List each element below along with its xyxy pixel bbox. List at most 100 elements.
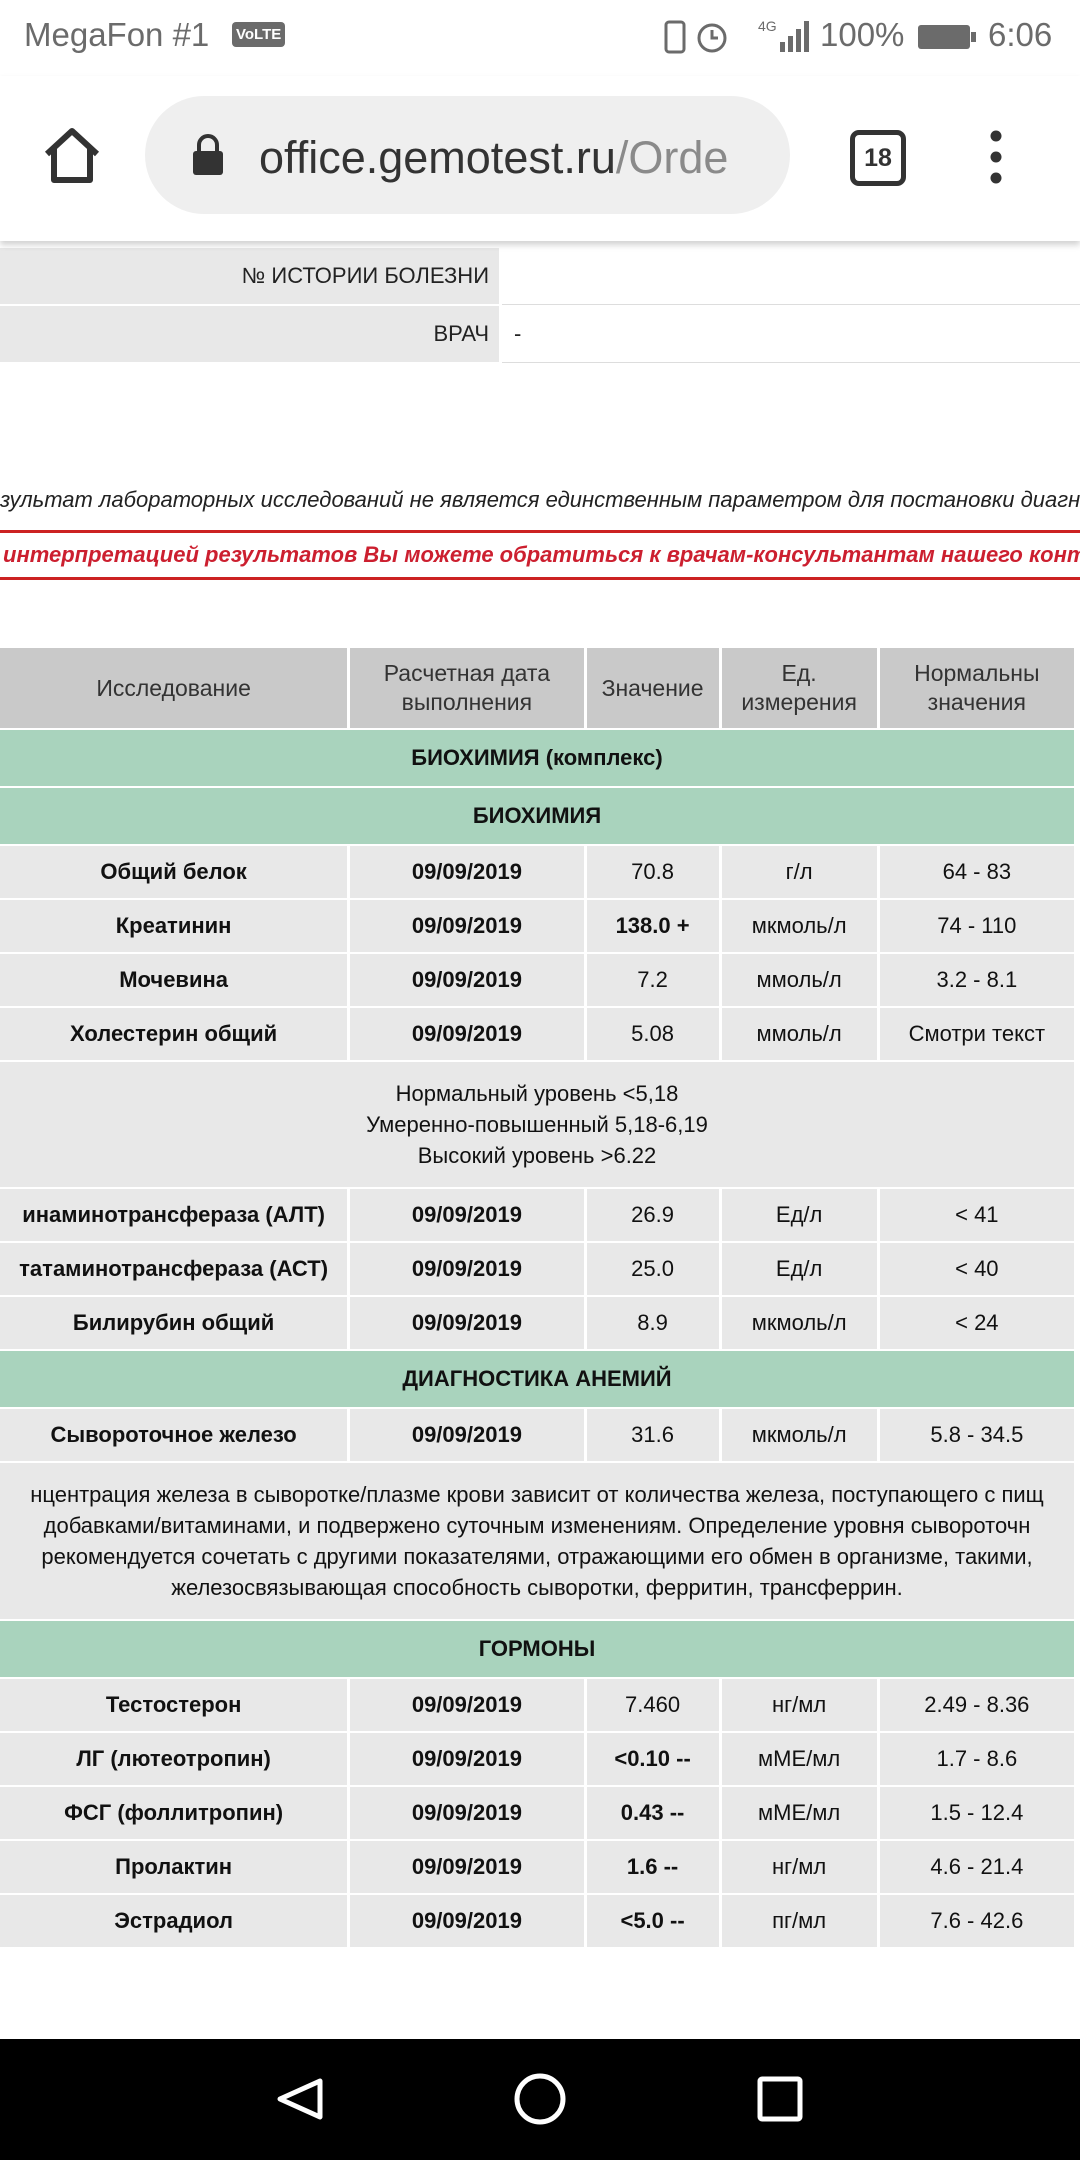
test-name: Сывороточное железо: [0, 1409, 348, 1461]
test-value: 7.460: [586, 1679, 719, 1731]
result-row: Холестерин общий 09/09/2019 5.08 ммоль/л Смо…: [0, 1008, 1074, 1060]
test-value: 8.9: [586, 1297, 719, 1349]
test-value: 25.0: [586, 1243, 719, 1295]
column-header: Значение: [586, 648, 719, 728]
result-row: БИОХИМИЯ: [0, 788, 1074, 844]
header-line: Ед.: [781, 660, 817, 686]
note-line: добавками/витаминами, и подвержено суточ…: [43, 1513, 1031, 1538]
test-name: Холестерин общий: [0, 1008, 348, 1060]
test-date: 09/09/2019: [350, 1733, 584, 1785]
signal: [780, 21, 809, 52]
test-unit: мкмоль/л: [721, 900, 877, 952]
test-name: Пролактин: [0, 1841, 348, 1893]
result-row: ГОРМОНЫ: [0, 1621, 1074, 1677]
header-line: Нормальны: [914, 660, 1040, 686]
section-title: ГОРМОНЫ: [0, 1621, 1074, 1677]
test-value: <5.0 --: [586, 1895, 719, 1947]
note-line: нцентрация железа в сыворотке/плазме кро…: [30, 1482, 1044, 1507]
test-value: 0.43 --: [586, 1787, 719, 1839]
test-value: 1.6 --: [586, 1841, 719, 1893]
lock-icon: [193, 134, 223, 175]
test-value: 138.0 +: [586, 900, 719, 952]
result-row: ФСГ (фоллитропин) 09/09/2019 0.43 -- мМЕ/мл…: [0, 1787, 1074, 1839]
note-line: железосвязывающая способность сыворотки,…: [171, 1575, 903, 1600]
result-row: ДИАГНОСТИКА АНЕМИЙ: [0, 1351, 1074, 1407]
test-name: Тестостерон: [0, 1679, 348, 1731]
test-date: 09/09/2019: [350, 1895, 584, 1947]
test-value: 31.6: [586, 1409, 719, 1461]
test-value: <0.10 --: [586, 1733, 719, 1785]
navigation-bar: [0, 2039, 1080, 2160]
test-name: инаминотрансфераза (АЛТ): [0, 1189, 348, 1241]
volte-badge: VoLTE: [232, 22, 286, 47]
test-date: 09/09/2019: [350, 1243, 584, 1295]
page-content: № ИСТОРИИ БОЛЕЗНИ ВРАЧ - зультат лаборатор…: [0, 241, 1080, 2039]
battery: [918, 25, 976, 49]
column-header: Исследование: [0, 648, 348, 728]
address-bar[interactable]: office.gemotest.ru/Orde: [145, 96, 790, 214]
test-range: 7.6 - 42.6: [879, 1895, 1074, 1947]
test-date: 09/09/2019: [350, 1189, 584, 1241]
test-value: 70.8: [586, 846, 719, 898]
result-row: Пролактин 09/09/2019 1.6 -- нг/мл 4.6 - 21.4: [0, 1841, 1074, 1893]
column-header: Нормальны значения: [879, 648, 1074, 728]
result-row: Креатинин 09/09/2019 138.0 + мкмоль/л 74 - 1…: [0, 900, 1074, 952]
header-line: Исследование: [96, 674, 251, 701]
test-range: Смотри текст: [879, 1008, 1074, 1060]
header-line: измерения: [741, 689, 857, 715]
header-line: выполнения: [401, 689, 533, 715]
section-title: БИОХИМИЯ: [0, 788, 1074, 844]
header-line: значения: [927, 689, 1026, 715]
menu-button[interactable]: [984, 128, 1008, 188]
note: нцентрация железа в сыворотке/плазме кро…: [0, 1463, 1074, 1619]
test-range: 64 - 83: [879, 846, 1074, 898]
test-date: 09/09/2019: [350, 846, 584, 898]
battery-level: 100%: [820, 16, 905, 53]
result-row: Нормальный уровень <5,18 Умеренно-повышен…: [0, 1062, 1074, 1187]
back-button[interactable]: [277, 2078, 323, 2120]
test-range: 1.7 - 8.6: [879, 1733, 1074, 1785]
clock: 6:06: [988, 16, 1053, 53]
info-value: [502, 248, 1080, 305]
test-unit: мкмоль/л: [721, 1297, 877, 1349]
carrier: MegaFon #1: [24, 16, 210, 53]
recents-button[interactable]: [757, 2076, 803, 2122]
test-range: < 24: [879, 1297, 1074, 1349]
url: office.gemotest.ru/Orde: [259, 132, 769, 184]
tab-switcher[interactable]: 18: [850, 130, 906, 186]
test-unit: пг/мл: [721, 1895, 877, 1947]
notice: интерпретацией результатов Вы можете обр…: [0, 530, 1080, 580]
test-name: Креатинин: [0, 900, 348, 952]
home-button[interactable]: [42, 126, 102, 186]
test-date: 09/09/2019: [350, 1409, 584, 1461]
info-row: № ИСТОРИИ БОЛЕЗНИ: [0, 248, 1080, 305]
status-bar: MegaFon #1 VoLTE 4G 100% 6:06: [0, 0, 1080, 76]
test-unit: Ед/л: [721, 1189, 877, 1241]
test-name: ФСГ (фоллитропин): [0, 1787, 348, 1839]
info-value: -: [502, 306, 1080, 363]
test-range: < 41: [879, 1189, 1074, 1241]
test-date: 09/09/2019: [350, 954, 584, 1006]
result-row: татаминотрансфераза (АСТ) 09/09/2019 25.0 Е…: [0, 1243, 1074, 1295]
note: Нормальный уровень <5,18 Умеренно-повышен…: [0, 1062, 1074, 1187]
result-row: Общий белок 09/09/2019 70.8 г/л 64 - 83: [0, 846, 1074, 898]
url-host: office.gemotest.ru: [259, 132, 616, 183]
result-row: Эстрадиол 09/09/2019 <5.0 -- пг/мл 7.6 - 42.…: [0, 1895, 1074, 1947]
test-unit: мкмоль/л: [721, 1409, 877, 1461]
browser-toolbar: office.gemotest.ru/Orde 18: [0, 76, 1080, 241]
test-name: Мочевина: [0, 954, 348, 1006]
test-unit: нг/мл: [721, 1679, 877, 1731]
section-title: БИОХИМИЯ (комплекс): [0, 730, 1074, 786]
info-label: ВРАЧ: [0, 306, 499, 362]
header-line: Расчетная дата: [383, 660, 551, 686]
note-line: Нормальный уровень <5,18: [395, 1081, 679, 1106]
header-line: Значение: [601, 674, 704, 701]
home-nav-button[interactable]: [514, 2073, 566, 2125]
result-row: БИОХИМИЯ (комплекс): [0, 730, 1074, 786]
test-date: 09/09/2019: [350, 900, 584, 952]
test-name: Общий белок: [0, 846, 348, 898]
result-row: Сывороточное железо 09/09/2019 31.6 мкмоль/…: [0, 1409, 1074, 1461]
note-line: рекомендуется сочетать с другими показат…: [41, 1544, 1033, 1569]
result-row: нцентрация железа в сыворотке/плазме кро…: [0, 1463, 1074, 1619]
test-value: 7.2: [586, 954, 719, 1006]
